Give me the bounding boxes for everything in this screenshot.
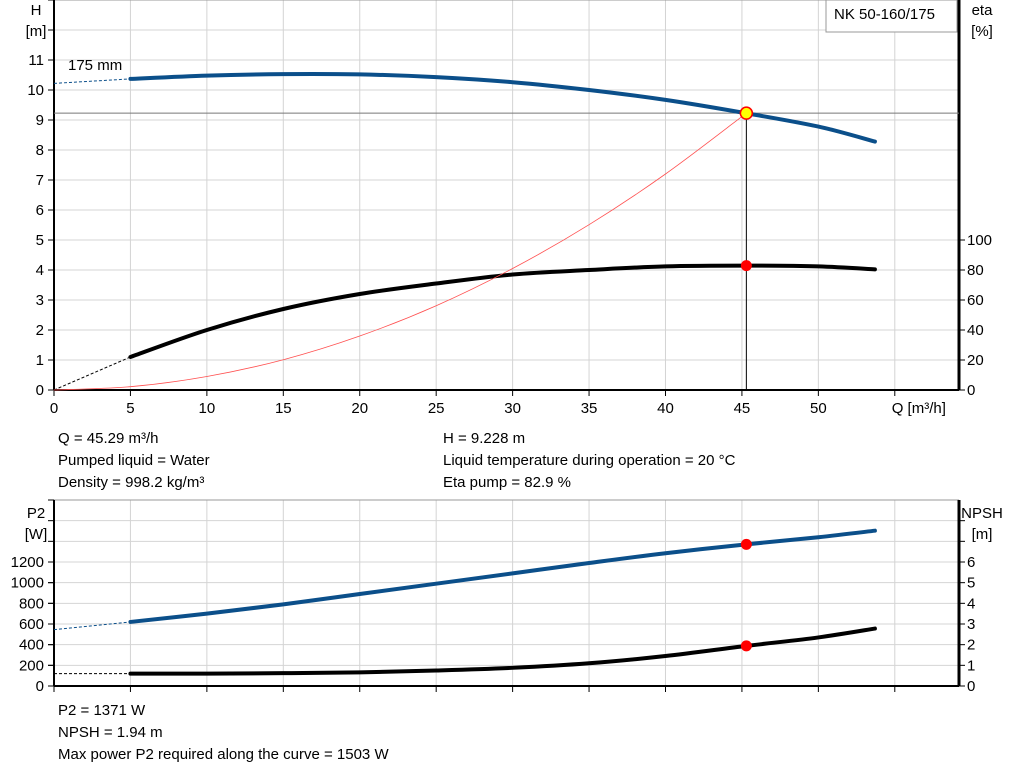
flow-readout: Q = 45.29 m³/h — [58, 430, 159, 447]
liquid-readout: Pumped liquid = Water — [58, 452, 210, 469]
temperature-readout: Liquid temperature during operation = 20… — [443, 452, 736, 469]
bottom-left-tick-label: 600 — [19, 616, 44, 633]
bottom-right-axis-title: NPSH — [961, 505, 1003, 522]
top-left-tick-label: 0 — [36, 382, 44, 399]
head-readout: H = 9.228 m — [443, 430, 526, 447]
top-right-tick-label: 40 — [967, 322, 984, 339]
x-tick-label: 15 — [275, 400, 292, 417]
bottom-right-tick-label: 1 — [967, 657, 975, 674]
NPSH-curve — [128, 626, 877, 676]
bottom-left-axis-title: P2 — [27, 505, 45, 522]
top-left-tick-label: 8 — [36, 142, 44, 159]
bottom-right-axis-unit: [m] — [972, 526, 993, 543]
top-right-tick-label: 0 — [967, 382, 975, 399]
bottom-right-tick-label: 5 — [967, 575, 975, 592]
H-curve — [128, 71, 877, 144]
max-power-readout: Max power P2 required along the curve = … — [58, 746, 389, 763]
P2-extrapolation-line — [53, 621, 131, 631]
bottom-left-tick-label: 800 — [19, 595, 44, 612]
top-right-tick-label: 100 — [967, 232, 992, 249]
bottom-left-axis-unit: [W] — [25, 526, 48, 543]
x-tick-label: 45 — [734, 400, 751, 417]
top-right-tick-label: 60 — [967, 292, 984, 309]
x-tick-label: 20 — [351, 400, 368, 417]
top-left-tick-label: 7 — [36, 172, 44, 189]
pump-model-label: NK 50-160/175 — [834, 6, 935, 23]
eta-readout: Eta pump = 82.9 % — [443, 474, 571, 491]
top-left-tick-label: 1 — [36, 352, 44, 369]
top-left-tick-label: 6 — [36, 202, 44, 219]
top-right-axis-unit: [%] — [971, 23, 993, 40]
x-tick-label: 5 — [126, 400, 134, 417]
bottom-left-tick-label: 1000 — [11, 575, 44, 592]
bottom-left-tick-label: 200 — [19, 657, 44, 674]
top-left-tick-label: 10 — [27, 82, 44, 99]
top-left-tick-label: 2 — [36, 322, 44, 339]
top-left-tick-label: 3 — [36, 292, 44, 309]
impeller-diameter-label: 175 mm — [68, 57, 122, 74]
head-operating-point — [739, 106, 754, 120]
x-tick-label: 50 — [810, 400, 827, 417]
bottom-left-tick-label: 1200 — [11, 554, 44, 571]
x-axis-title: Q [m³/h] — [892, 400, 946, 417]
npsh-operating-point — [740, 640, 752, 652]
bottom-right-tick-label: 6 — [967, 554, 975, 571]
top-left-tick-label: 4 — [36, 262, 44, 279]
eta-extrapolation-line — [53, 356, 131, 391]
bottom-left-tick-label: 400 — [19, 637, 44, 654]
p2-operating-point — [740, 538, 752, 550]
x-tick-label: 40 — [657, 400, 674, 417]
density-readout: Density = 998.2 kg/m³ — [58, 474, 205, 491]
x-tick-label: 30 — [504, 400, 521, 417]
eta-curve — [128, 263, 877, 359]
top-right-tick-label: 20 — [967, 352, 984, 369]
P2-curve — [128, 528, 877, 624]
top-right-axis-title: eta — [972, 2, 994, 19]
info-block-left: Q = 45.29 m³/h Pumped liquid = Water Den… — [58, 428, 210, 494]
bottom-right-tick-label: 3 — [967, 616, 975, 633]
bottom-right-tick-label: 4 — [967, 595, 975, 612]
npsh-readout: NPSH = 1.94 m — [58, 724, 163, 741]
info-block-bottom: P2 = 1371 W NPSH = 1.94 m Max power P2 r… — [58, 700, 389, 766]
eta-operating-point — [740, 260, 752, 272]
x-tick-label: 0 — [50, 400, 58, 417]
top-left-tick-label: 5 — [36, 232, 44, 249]
pump-model-box — [825, 0, 958, 33]
top-left-tick-label: 11 — [28, 52, 44, 69]
bottom-left-tick-label: 0 — [36, 678, 44, 695]
H-extrapolation-line — [53, 78, 131, 84]
top-right-tick-label: 80 — [967, 262, 984, 279]
bottom-right-tick-label: 0 — [967, 678, 975, 695]
x-tick-label: 25 — [428, 400, 445, 417]
x-tick-label: 35 — [581, 400, 598, 417]
info-block-right: H = 9.228 m Liquid temperature during op… — [443, 428, 735, 494]
top-left-axis-unit: [m] — [26, 23, 47, 40]
top-left-tick-label: 9 — [36, 112, 44, 129]
p2-readout: P2 = 1371 W — [58, 702, 146, 719]
system-curve — [53, 112, 747, 391]
top-left-axis-title: H — [31, 2, 42, 19]
x-tick-label: 10 — [199, 400, 216, 417]
bottom-right-tick-label: 2 — [967, 637, 975, 654]
